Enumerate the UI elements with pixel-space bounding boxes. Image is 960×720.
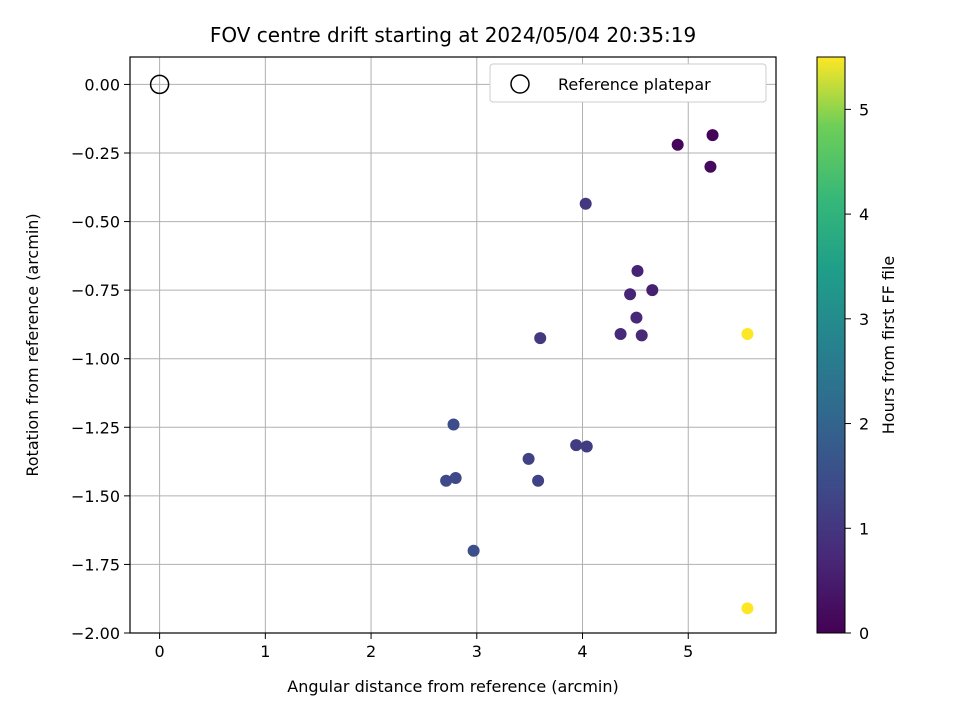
y-axis-label: Rotation from reference (arcmin) [23,213,42,476]
x-axis-label: Angular distance from reference (arcmin) [287,677,618,696]
data-points [440,129,754,615]
colorbar: 0 1 2 3 4 5 Hours from first FF file [816,56,898,643]
chart-title: FOV centre drift starting at 2024/05/04 … [210,23,696,47]
data-point [624,288,637,301]
x-tick-label: 0 [155,642,165,661]
data-point [579,197,592,210]
data-point [580,440,593,453]
data-point [534,332,547,345]
reference-marker [149,74,170,95]
data-point [449,472,462,485]
data-point [467,544,480,557]
legend-marker [510,74,530,94]
data-point [741,602,754,615]
y-tick-label: −1.75 [71,555,120,574]
x-tick-label: 2 [366,642,376,661]
colorbar-tick-label: 2 [859,415,869,434]
x-tick-label: 3 [472,642,482,661]
data-point [630,311,643,324]
data-point [614,328,627,341]
colorbar-tick-label: 0 [859,624,869,643]
data-point [741,328,754,341]
data-point [532,474,545,487]
y-tick-label: −0.75 [71,281,120,300]
plot-frame [129,56,777,634]
data-point [704,160,717,173]
y-tick-label: −0.25 [71,144,120,163]
y-axis-ticks: 0.00 −0.25 −0.50 −0.75 −1.00 −1.25 −1.50 −1.75 −… [71,75,130,643]
data-point [635,329,648,342]
data-point [646,284,659,297]
legend-box [489,63,767,103]
x-tick-label: 1 [260,642,270,661]
y-tick-label: −1.00 [71,350,120,369]
data-point [706,129,719,142]
y-tick-label: −1.50 [71,487,120,506]
grid-lines [130,57,776,634]
data-point [440,474,453,487]
x-tick-label: 5 [683,642,693,661]
data-point [522,452,535,465]
colorbar-ticks: 0 1 2 3 4 5 [845,100,869,643]
colorbar-tick-label: 4 [859,205,869,224]
colorbar-gradient [816,56,846,634]
legend: Reference platepar [489,63,767,103]
data-point [570,439,583,452]
data-point [447,418,460,431]
legend-entry-reference: Reference platepar [558,75,711,94]
y-tick-label: −2.00 [71,624,120,643]
colorbar-tick-label: 3 [859,310,869,329]
colorbar-tick-label: 1 [859,519,869,538]
data-point [671,138,684,151]
y-tick-label: −1.25 [71,418,120,437]
data-point [631,264,644,277]
colorbar-tick-label: 5 [859,100,869,119]
x-tick-label: 4 [577,642,587,661]
y-tick-label: −0.50 [71,213,120,232]
y-tick-label: 0.00 [84,75,120,94]
x-axis-ticks: 0 1 2 3 4 5 [155,633,693,661]
colorbar-label: Hours from first FF file [879,256,898,435]
